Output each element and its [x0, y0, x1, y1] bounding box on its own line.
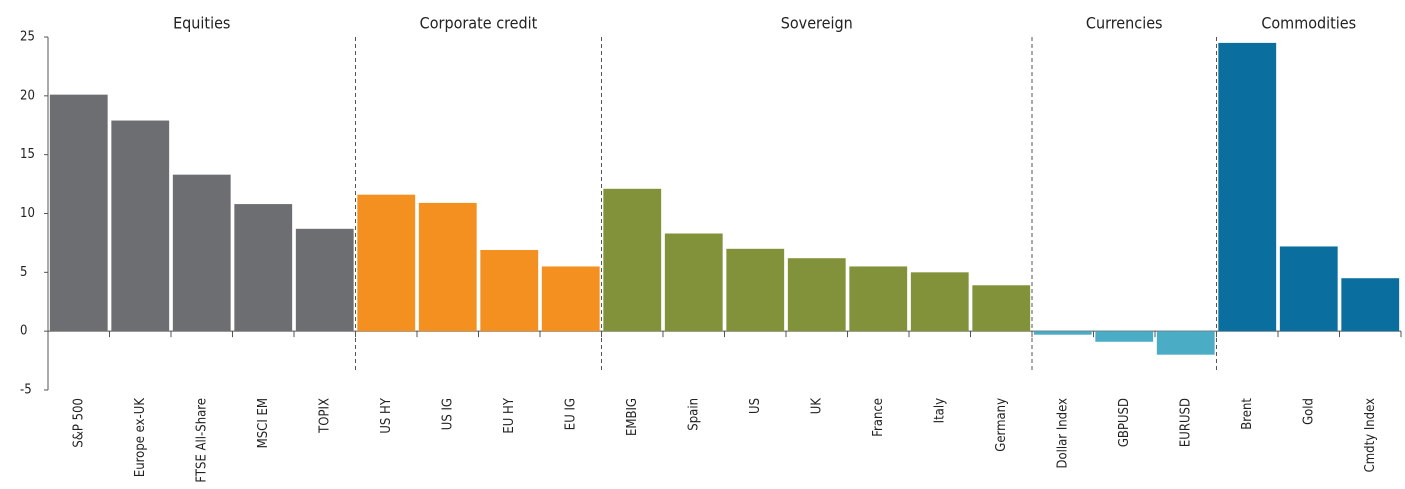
bar — [910, 272, 969, 332]
x-tick-label: Gold — [1301, 398, 1316, 425]
bar — [1218, 42, 1277, 332]
bar — [1033, 331, 1092, 335]
bar — [172, 174, 231, 332]
bar — [849, 266, 908, 332]
y-tick-label: 0 — [20, 324, 27, 339]
x-tick-label: EMBIG — [625, 398, 640, 436]
y-tick-label: 10 — [20, 206, 35, 221]
y-tick-label: 25 — [20, 30, 35, 45]
x-tick-label: Spain — [686, 398, 701, 431]
bar — [480, 249, 539, 332]
x-tick-label: UK — [809, 398, 824, 415]
bar — [418, 202, 477, 332]
y-tick-label: 5 — [20, 265, 27, 280]
x-tick-label: S&P 500 — [71, 398, 86, 448]
x-tick-label: Germany — [994, 398, 1009, 452]
bar — [1156, 331, 1215, 355]
y-tick-label: 20 — [20, 88, 35, 103]
bar — [603, 188, 662, 332]
x-tick-label: US — [748, 398, 763, 414]
group-label: Equities — [173, 14, 230, 33]
bar — [726, 248, 785, 332]
bar — [1341, 278, 1400, 332]
x-tick-label: FTSE All-Share — [194, 398, 209, 483]
y-tick-label: -5 — [20, 383, 32, 398]
x-tick-label: Dollar Index — [1055, 398, 1070, 469]
bar — [972, 285, 1031, 332]
x-tick-label: Europe ex-UK — [133, 398, 148, 477]
x-tick-label: France — [871, 398, 886, 437]
x-tick-label: EU IG — [563, 398, 578, 430]
y-tick-label: 15 — [20, 147, 35, 162]
group-label: Commodities — [1261, 14, 1356, 33]
group-label: Sovereign — [781, 14, 853, 33]
bar — [234, 204, 293, 332]
bar — [541, 266, 600, 332]
bar — [295, 228, 354, 332]
x-tick-label: Brent — [1240, 398, 1255, 430]
group-label: Currencies — [1086, 14, 1163, 33]
x-tick-label: EU HY — [502, 397, 517, 433]
x-tick-label: US IG — [440, 398, 455, 430]
x-tick-label: MSCI EM — [256, 398, 271, 448]
bar — [1279, 246, 1338, 332]
bar — [357, 194, 416, 332]
bar — [787, 258, 846, 332]
x-tick-label: GBPUSD — [1117, 398, 1132, 447]
x-tick-label: TOPIX — [317, 398, 332, 434]
x-tick-label: Italy — [932, 398, 947, 423]
bar — [49, 94, 108, 332]
bar — [1095, 331, 1154, 342]
x-tick-label: US HY — [379, 397, 394, 434]
bar — [111, 120, 170, 332]
group-label: Corporate credit — [420, 14, 538, 33]
bar — [664, 233, 723, 332]
x-tick-label: EURUSD — [1178, 398, 1193, 447]
x-tick-label: Cmdty Index — [1363, 398, 1378, 472]
